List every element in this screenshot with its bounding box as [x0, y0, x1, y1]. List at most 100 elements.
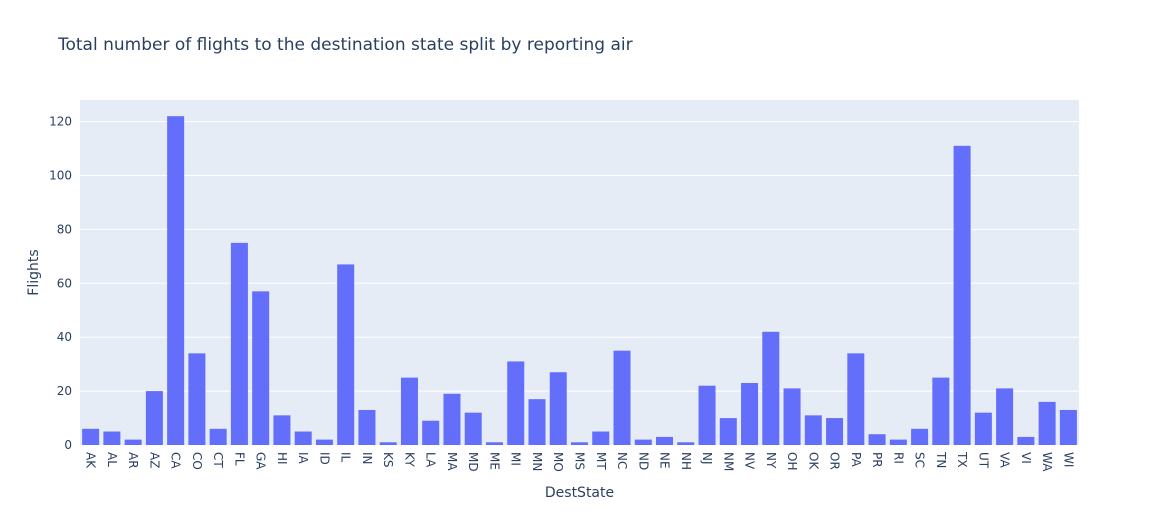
x-tick-label: ME [487, 452, 501, 470]
x-tick-label: NY [764, 452, 778, 469]
bar-sc[interactable] [911, 428, 929, 445]
bar-al[interactable] [103, 431, 121, 445]
bar-va[interactable] [996, 388, 1014, 445]
x-tick-label: NJ [700, 452, 714, 465]
x-tick-label: KY [402, 452, 416, 467]
bar-ut[interactable] [974, 412, 992, 445]
bar-mi[interactable] [507, 361, 525, 445]
bar-nj[interactable] [698, 385, 716, 445]
chart-title: Total number of flights to the destinati… [57, 35, 633, 55]
x-tick-label: VA [998, 452, 1012, 468]
bar-nh[interactable] [677, 442, 695, 445]
x-tick-label: CA [169, 452, 183, 469]
bar-ia[interactable] [294, 431, 312, 445]
bar-ar[interactable] [124, 439, 142, 445]
x-tick-label: RI [891, 452, 905, 464]
bar-il[interactable] [337, 264, 355, 445]
bar-nc[interactable] [613, 350, 631, 445]
bar-pa[interactable] [847, 353, 865, 445]
x-tick-label: PA [849, 452, 863, 467]
bar-az[interactable] [145, 391, 163, 445]
bar-mo[interactable] [549, 372, 567, 445]
x-axis-title: DestState [545, 485, 614, 501]
bar-ca[interactable] [167, 116, 185, 445]
bar-ct[interactable] [209, 428, 227, 445]
x-tick-label: GA [254, 452, 268, 470]
x-tick-label: LA [424, 452, 438, 468]
x-tick-labels: AK AL AR AZ CA CO CT FL GA HI IA ID IL IN KS KY LA MA MD ME… [84, 451, 1076, 472]
bar-me[interactable] [485, 442, 503, 445]
bar-or[interactable] [826, 418, 844, 445]
x-tick-label: MI [509, 452, 523, 466]
x-tick-label: SC [913, 452, 927, 468]
x-tick-label: NC [615, 452, 629, 469]
bar-wa[interactable] [1038, 401, 1056, 445]
bar-ms[interactable] [570, 442, 589, 445]
y-tick-label: 80 [57, 222, 72, 236]
bar-ri[interactable] [889, 439, 907, 445]
bars [82, 116, 1077, 445]
bar-nd[interactable] [634, 439, 652, 445]
x-tick-label: WA [1040, 452, 1054, 472]
bar-nm[interactable] [719, 418, 737, 445]
y-tick-label: 120 [49, 115, 72, 129]
bar-ne[interactable] [656, 436, 674, 445]
bar-ks[interactable] [379, 442, 397, 445]
x-tick-label: ND [636, 452, 650, 470]
bar-fl[interactable] [230, 242, 248, 445]
x-tick-label: VI [1019, 452, 1033, 464]
x-tick-label: MA [445, 452, 459, 471]
y-tick-label: 20 [57, 384, 72, 398]
y-axis-title: Flights [26, 249, 42, 295]
x-tick-label: TN [934, 451, 948, 468]
x-tick-label: TX [955, 451, 969, 468]
bar-in[interactable] [358, 409, 376, 445]
x-tick-label: OH [785, 452, 799, 470]
bar-ak[interactable] [82, 428, 100, 445]
bar-la[interactable] [422, 420, 440, 445]
x-tick-label: MO [551, 452, 565, 472]
bar-id[interactable] [315, 439, 333, 445]
x-tick-label: ID [317, 452, 331, 465]
bar-tx[interactable] [953, 145, 971, 445]
plot-background [80, 100, 1079, 445]
bar-md[interactable] [464, 412, 482, 445]
y-tick-label: 0 [64, 438, 72, 452]
x-tick-label: FL [232, 452, 246, 466]
y-tick-labels: 0 20 40 60 80 100 120 [49, 115, 72, 452]
x-tick-label: KS [381, 452, 395, 468]
bar-pr[interactable] [868, 434, 886, 445]
bar-mt[interactable] [592, 431, 610, 445]
bar-ga[interactable] [252, 291, 270, 445]
x-tick-label: CO [190, 452, 204, 470]
x-tick-label: IL [339, 452, 353, 463]
x-tick-label: NV [743, 452, 757, 470]
x-tick-label: WI [1061, 452, 1075, 467]
bar-ky[interactable] [400, 377, 418, 445]
x-tick-label: UT [976, 452, 990, 469]
bar-vi[interactable] [1017, 436, 1035, 445]
bar-mn[interactable] [528, 399, 546, 445]
bar-nv[interactable] [741, 383, 759, 445]
bar-wi[interactable] [1059, 409, 1077, 445]
bar-oh[interactable] [783, 388, 801, 445]
x-tick-label: AK [84, 452, 98, 469]
x-tick-label: AL [105, 452, 119, 467]
bar-ok[interactable] [804, 415, 822, 445]
x-tick-label: HI [275, 452, 289, 465]
y-tick-label: 100 [49, 168, 72, 182]
bar-tn[interactable] [932, 377, 950, 445]
bar-hi[interactable] [273, 415, 291, 445]
x-tick-label: MS [573, 452, 587, 470]
x-tick-label: CT [211, 452, 225, 468]
bar-ny[interactable] [762, 331, 780, 445]
x-tick-label: MD [466, 452, 480, 472]
x-tick-label: NH [679, 452, 693, 470]
y-tick-label: 40 [57, 330, 72, 344]
bar-ma[interactable] [443, 393, 461, 445]
x-tick-label: OK [806, 452, 820, 470]
x-tick-label: AZ [147, 452, 161, 468]
bar-co[interactable] [188, 353, 206, 445]
x-tick-label: AR [126, 452, 140, 469]
